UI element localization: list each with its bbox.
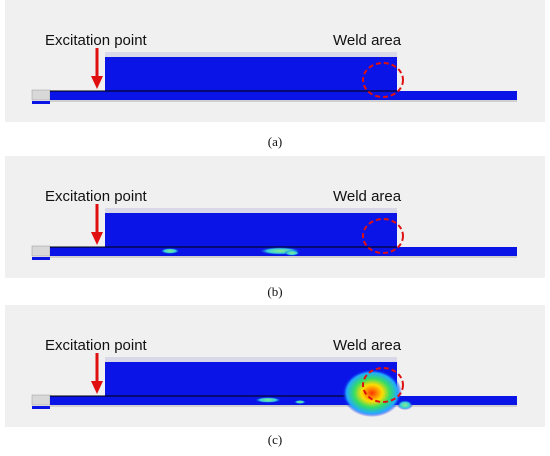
weld-label: Weld area: [333, 337, 402, 354]
lower-plate-edge: [50, 405, 517, 407]
panel-caption: (b): [267, 284, 282, 299]
support-blue: [32, 257, 50, 260]
support-gray: [31, 394, 51, 406]
excitation-label: Excitation point: [45, 337, 148, 354]
panel: Excitation point Weld area: [5, 156, 545, 278]
panel: Excitation point Weld area: [5, 305, 545, 427]
weld-label: Weld area: [333, 188, 402, 205]
stress-field: [284, 250, 300, 256]
support-blue: [32, 406, 50, 409]
support-gray: [31, 245, 51, 257]
plate-top-strip: [105, 208, 397, 213]
support-gray: [31, 89, 51, 101]
support-blue: [32, 101, 50, 104]
stress-field: [254, 397, 282, 403]
stress-field: [397, 400, 413, 410]
lower-plate: [50, 91, 517, 100]
upper-plate: [105, 213, 397, 247]
arrow-head: [91, 232, 103, 245]
lower-plate-edge: [50, 256, 517, 258]
arrow-head: [91, 381, 103, 394]
weld-marker: [362, 367, 404, 403]
plate-top-strip: [105, 52, 397, 57]
lower-plate-edge: [50, 100, 517, 102]
excitation-label: Excitation point: [45, 32, 148, 49]
panel: Excitation point Weld area: [5, 0, 545, 122]
upper-plate: [105, 57, 397, 91]
arrow-head: [91, 76, 103, 89]
panel-caption: (a): [268, 134, 282, 149]
plate-top-strip: [105, 357, 397, 362]
excitation-label: Excitation point: [45, 188, 148, 205]
stress-field: [160, 248, 180, 254]
stress-field: [294, 400, 306, 404]
weld-marker: [362, 218, 404, 254]
stress-field: [342, 369, 402, 417]
lower-plate: [50, 396, 517, 405]
weld-label: Weld area: [333, 32, 402, 49]
panel-caption: (c): [268, 432, 282, 447]
weld-marker: [362, 62, 404, 98]
